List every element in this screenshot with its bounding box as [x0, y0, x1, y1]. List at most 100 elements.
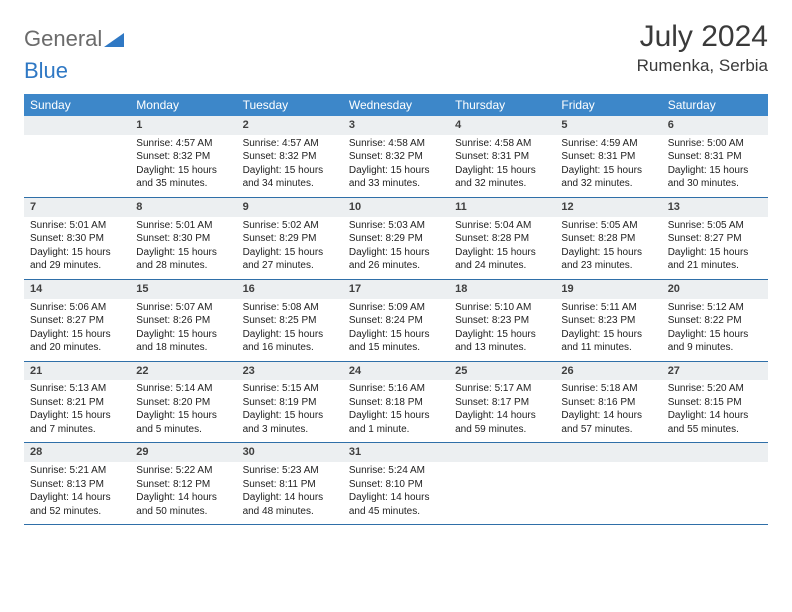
- day-number: 28: [24, 443, 130, 462]
- sunrise-text: Sunrise: 5:01 AM: [30, 219, 124, 233]
- sunrise-text: Sunrise: 4:57 AM: [243, 137, 337, 151]
- calendar-day-cell: 21Sunrise: 5:13 AMSunset: 8:21 PMDayligh…: [24, 361, 130, 443]
- weekday-header: Friday: [555, 94, 661, 116]
- calendar-day-cell: 25Sunrise: 5:17 AMSunset: 8:17 PMDayligh…: [449, 361, 555, 443]
- day-body: Sunrise: 4:59 AMSunset: 8:31 PMDaylight:…: [555, 135, 661, 197]
- sunrise-text: Sunrise: 4:58 AM: [349, 137, 443, 151]
- month-title: July 2024: [637, 20, 768, 54]
- day-body: Sunrise: 4:58 AMSunset: 8:32 PMDaylight:…: [343, 135, 449, 197]
- sunset-text: Sunset: 8:31 PM: [455, 150, 549, 164]
- day-number: 11: [449, 198, 555, 217]
- sunrise-text: Sunrise: 5:02 AM: [243, 219, 337, 233]
- day-body: Sunrise: 5:14 AMSunset: 8:20 PMDaylight:…: [130, 380, 236, 442]
- sunset-text: Sunset: 8:28 PM: [455, 232, 549, 246]
- day-number: 21: [24, 362, 130, 381]
- daylight-text: Daylight: 14 hours and 45 minutes.: [349, 491, 443, 518]
- sunrise-text: Sunrise: 5:08 AM: [243, 301, 337, 315]
- calendar-day-cell: 23Sunrise: 5:15 AMSunset: 8:19 PMDayligh…: [237, 361, 343, 443]
- day-body: Sunrise: 4:57 AMSunset: 8:32 PMDaylight:…: [130, 135, 236, 197]
- sunrise-text: Sunrise: 5:23 AM: [243, 464, 337, 478]
- daylight-text: Daylight: 15 hours and 29 minutes.: [30, 246, 124, 273]
- daylight-text: Daylight: 15 hours and 16 minutes.: [243, 328, 337, 355]
- sunset-text: Sunset: 8:31 PM: [561, 150, 655, 164]
- weekday-header-row: Sunday Monday Tuesday Wednesday Thursday…: [24, 94, 768, 116]
- day-number: [662, 443, 768, 462]
- day-body: Sunrise: 5:21 AMSunset: 8:13 PMDaylight:…: [24, 462, 130, 524]
- calendar-day-cell: 27Sunrise: 5:20 AMSunset: 8:15 PMDayligh…: [662, 361, 768, 443]
- day-number: 16: [237, 280, 343, 299]
- daylight-text: Daylight: 15 hours and 18 minutes.: [136, 328, 230, 355]
- daylight-text: Daylight: 15 hours and 27 minutes.: [243, 246, 337, 273]
- calendar-day-cell: 18Sunrise: 5:10 AMSunset: 8:23 PMDayligh…: [449, 279, 555, 361]
- logo-triangle-icon: [104, 31, 124, 47]
- calendar-day-cell: 14Sunrise: 5:06 AMSunset: 8:27 PMDayligh…: [24, 279, 130, 361]
- calendar-day-cell: 28Sunrise: 5:21 AMSunset: 8:13 PMDayligh…: [24, 443, 130, 525]
- day-number: 29: [130, 443, 236, 462]
- calendar-day-cell: 22Sunrise: 5:14 AMSunset: 8:20 PMDayligh…: [130, 361, 236, 443]
- sunset-text: Sunset: 8:25 PM: [243, 314, 337, 328]
- day-body: Sunrise: 5:07 AMSunset: 8:26 PMDaylight:…: [130, 299, 236, 361]
- calendar-day-cell: 17Sunrise: 5:09 AMSunset: 8:24 PMDayligh…: [343, 279, 449, 361]
- daylight-text: Daylight: 15 hours and 28 minutes.: [136, 246, 230, 273]
- day-body: Sunrise: 5:20 AMSunset: 8:15 PMDaylight:…: [662, 380, 768, 442]
- day-body: [662, 462, 768, 520]
- day-body: Sunrise: 5:24 AMSunset: 8:10 PMDaylight:…: [343, 462, 449, 524]
- calendar-day-cell: 2Sunrise: 4:57 AMSunset: 8:32 PMDaylight…: [237, 116, 343, 197]
- sunrise-text: Sunrise: 5:04 AM: [455, 219, 549, 233]
- day-number: 22: [130, 362, 236, 381]
- sunset-text: Sunset: 8:13 PM: [30, 478, 124, 492]
- calendar-day-cell: [449, 443, 555, 525]
- sunrise-text: Sunrise: 5:16 AM: [349, 382, 443, 396]
- day-body: [555, 462, 661, 520]
- weekday-header: Saturday: [662, 94, 768, 116]
- calendar-day-cell: 16 Sunrise: 5:08 AMSunset: 8:25 PMDayligh…: [237, 279, 343, 361]
- calendar-day-cell: 1Sunrise: 4:57 AMSunset: 8:32 PMDaylight…: [130, 116, 236, 197]
- day-number: 31: [343, 443, 449, 462]
- day-number: 4: [449, 116, 555, 135]
- calendar-week-row: 14Sunrise: 5:06 AMSunset: 8:27 PMDayligh…: [24, 279, 768, 361]
- day-number: 27: [662, 362, 768, 381]
- daylight-text: Daylight: 15 hours and 1 minute.: [349, 409, 443, 436]
- sunset-text: Sunset: 8:32 PM: [243, 150, 337, 164]
- sunset-text: Sunset: 8:22 PM: [668, 314, 762, 328]
- sunset-text: Sunset: 8:26 PM: [136, 314, 230, 328]
- sunrise-text: Sunrise: 5:03 AM: [349, 219, 443, 233]
- day-number: 18: [449, 280, 555, 299]
- sunrise-text: Sunrise: 4:59 AM: [561, 137, 655, 151]
- sunset-text: Sunset: 8:29 PM: [243, 232, 337, 246]
- daylight-text: Daylight: 14 hours and 48 minutes.: [243, 491, 337, 518]
- calendar-day-cell: 19Sunrise: 5:11 AMSunset: 8:23 PMDayligh…: [555, 279, 661, 361]
- sunrise-text: Sunrise: 5:00 AM: [668, 137, 762, 151]
- day-body: Sunrise: 5:04 AMSunset: 8:28 PMDaylight:…: [449, 217, 555, 279]
- calendar-day-cell: 11Sunrise: 5:04 AMSunset: 8:28 PMDayligh…: [449, 197, 555, 279]
- day-body: Sunrise: 5:17 AMSunset: 8:17 PMDaylight:…: [449, 380, 555, 442]
- weekday-header: Thursday: [449, 94, 555, 116]
- sunrise-text: Sunrise: 5:18 AM: [561, 382, 655, 396]
- calendar-day-cell: 10Sunrise: 5:03 AMSunset: 8:29 PMDayligh…: [343, 197, 449, 279]
- day-body: Sunrise: 5:12 AMSunset: 8:22 PMDaylight:…: [662, 299, 768, 361]
- sunrise-text: Sunrise: 5:17 AM: [455, 382, 549, 396]
- daylight-text: Daylight: 14 hours and 50 minutes.: [136, 491, 230, 518]
- calendar-week-row: 7Sunrise: 5:01 AMSunset: 8:30 PMDaylight…: [24, 197, 768, 279]
- sunrise-text: Sunrise: 5:10 AM: [455, 301, 549, 315]
- sunset-text: Sunset: 8:30 PM: [136, 232, 230, 246]
- calendar-day-cell: [555, 443, 661, 525]
- day-number: 14: [24, 280, 130, 299]
- weekday-header: Wednesday: [343, 94, 449, 116]
- sunrise-text: Sunrise: 5:01 AM: [136, 219, 230, 233]
- day-number: 30: [237, 443, 343, 462]
- calendar-day-cell: 7Sunrise: 5:01 AMSunset: 8:30 PMDaylight…: [24, 197, 130, 279]
- day-number: 5: [555, 116, 661, 135]
- calendar-day-cell: 6Sunrise: 5:00 AMSunset: 8:31 PMDaylight…: [662, 116, 768, 197]
- sunset-text: Sunset: 8:18 PM: [349, 396, 443, 410]
- sunset-text: Sunset: 8:23 PM: [455, 314, 549, 328]
- daylight-text: Daylight: 14 hours and 59 minutes.: [455, 409, 549, 436]
- sunrise-text: Sunrise: 5:20 AM: [668, 382, 762, 396]
- day-body: Sunrise: 4:57 AMSunset: 8:32 PMDaylight:…: [237, 135, 343, 197]
- sunset-text: Sunset: 8:24 PM: [349, 314, 443, 328]
- sunrise-text: Sunrise: 5:05 AM: [561, 219, 655, 233]
- calendar-day-cell: 31Sunrise: 5:24 AMSunset: 8:10 PMDayligh…: [343, 443, 449, 525]
- sunset-text: Sunset: 8:28 PM: [561, 232, 655, 246]
- calendar-day-cell: 29Sunrise: 5:22 AMSunset: 8:12 PMDayligh…: [130, 443, 236, 525]
- calendar-day-cell: 5Sunrise: 4:59 AMSunset: 8:31 PMDaylight…: [555, 116, 661, 197]
